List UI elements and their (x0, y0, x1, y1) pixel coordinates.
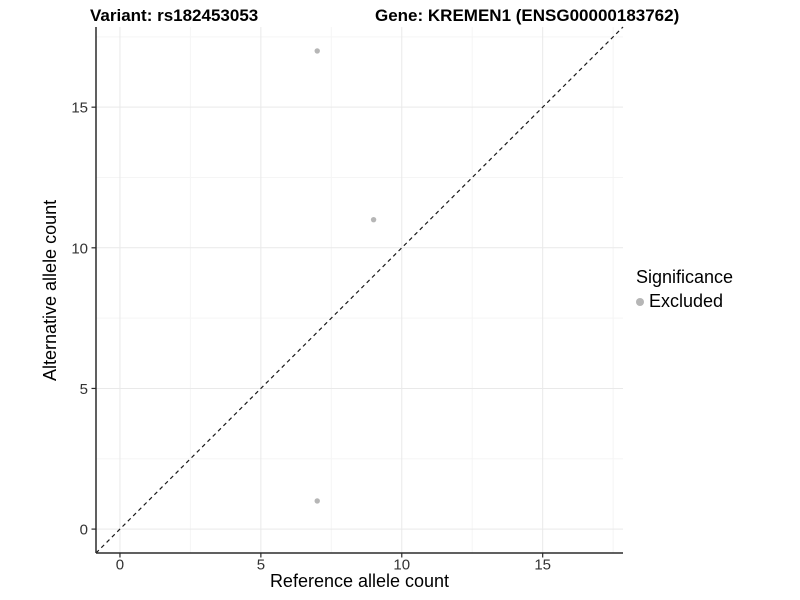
plot-title-gene: Gene: KREMEN1 (ENSG00000183762) (375, 6, 680, 25)
y-axis-title: Alternative allele count (40, 199, 60, 381)
identity-line (95, 26, 624, 554)
y-tick-label: 5 (80, 381, 88, 398)
x-tick-label: 0 (116, 557, 124, 574)
y-tick-label: 10 (71, 240, 88, 257)
x-axis-title: Reference allele count (269, 571, 450, 591)
legend-point-icon (636, 297, 644, 306)
x-tick-label: 5 (257, 557, 265, 574)
x-tick-label: 10 (393, 557, 410, 574)
plot-title-variant: Variant: rs182453053 (90, 6, 259, 25)
data-point (314, 48, 320, 54)
legend-item-excluded: Excluded (636, 291, 733, 312)
legend-title: Significance (636, 267, 734, 287)
legend: Significance Excluded (636, 267, 733, 312)
data-point (314, 498, 320, 504)
data-point (370, 216, 377, 223)
legend-item-label: Excluded (649, 291, 724, 311)
y-tick-label: 0 (80, 522, 88, 539)
x-tick-label: 15 (534, 557, 551, 574)
y-tick-label: 15 (71, 100, 88, 117)
